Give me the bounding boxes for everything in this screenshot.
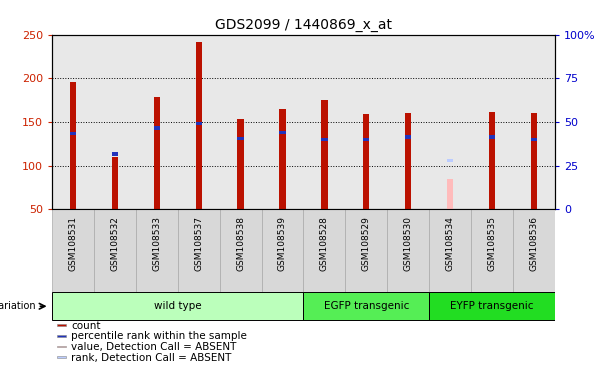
Bar — [154, 97, 160, 209]
Bar — [52, 209, 94, 292]
Text: GSM108536: GSM108536 — [529, 216, 538, 271]
Text: GSM108532: GSM108532 — [110, 216, 120, 271]
Bar — [363, 137, 370, 141]
Bar — [57, 346, 66, 348]
Bar — [237, 137, 244, 140]
Text: GSM108528: GSM108528 — [320, 216, 329, 271]
Text: count: count — [71, 321, 101, 331]
Bar — [345, 209, 387, 292]
Bar — [52, 293, 303, 320]
Text: GSM108539: GSM108539 — [278, 216, 287, 271]
Bar — [489, 112, 495, 209]
Bar — [196, 122, 202, 126]
Text: percentile rank within the sample: percentile rank within the sample — [71, 331, 247, 341]
Bar — [531, 137, 537, 141]
Text: GSM108538: GSM108538 — [236, 216, 245, 271]
Bar — [280, 131, 286, 134]
Bar — [178, 209, 219, 292]
Text: value, Detection Call = ABSENT: value, Detection Call = ABSENT — [71, 342, 237, 352]
Bar — [531, 113, 537, 209]
Bar — [112, 152, 118, 156]
Text: GSM108537: GSM108537 — [194, 216, 204, 271]
Bar — [447, 159, 453, 162]
Bar — [429, 209, 471, 292]
Text: genotype/variation: genotype/variation — [0, 301, 37, 311]
Bar — [112, 157, 118, 209]
Bar — [489, 135, 495, 139]
Bar — [219, 209, 262, 292]
Bar — [262, 209, 303, 292]
Bar — [387, 209, 429, 292]
Bar — [136, 209, 178, 292]
Title: GDS2099 / 1440869_x_at: GDS2099 / 1440869_x_at — [215, 18, 392, 32]
Bar — [237, 119, 244, 209]
Bar — [57, 335, 66, 337]
Text: GSM108535: GSM108535 — [487, 216, 497, 271]
Bar — [513, 209, 555, 292]
Bar — [70, 82, 76, 209]
Bar — [363, 114, 370, 209]
Bar — [70, 132, 76, 135]
Bar — [321, 137, 327, 141]
Bar — [303, 293, 429, 320]
Bar — [303, 209, 345, 292]
Bar — [405, 135, 411, 139]
Bar — [154, 126, 160, 130]
Bar — [321, 100, 327, 209]
Bar — [280, 109, 286, 209]
Bar — [471, 209, 513, 292]
Bar — [196, 42, 202, 209]
Bar — [405, 113, 411, 209]
Bar — [429, 293, 555, 320]
Text: EGFP transgenic: EGFP transgenic — [324, 301, 409, 311]
Text: wild type: wild type — [154, 301, 202, 311]
Bar — [57, 324, 66, 326]
Text: GSM108534: GSM108534 — [446, 216, 455, 271]
Bar — [94, 209, 136, 292]
Text: rank, Detection Call = ABSENT: rank, Detection Call = ABSENT — [71, 353, 232, 362]
Text: GSM108531: GSM108531 — [69, 216, 78, 271]
Text: GSM108530: GSM108530 — [403, 216, 413, 271]
Text: EYFP transgenic: EYFP transgenic — [450, 301, 534, 311]
Text: GSM108529: GSM108529 — [362, 216, 371, 271]
Text: GSM108533: GSM108533 — [152, 216, 161, 271]
Bar — [57, 356, 66, 358]
Bar — [447, 179, 453, 209]
